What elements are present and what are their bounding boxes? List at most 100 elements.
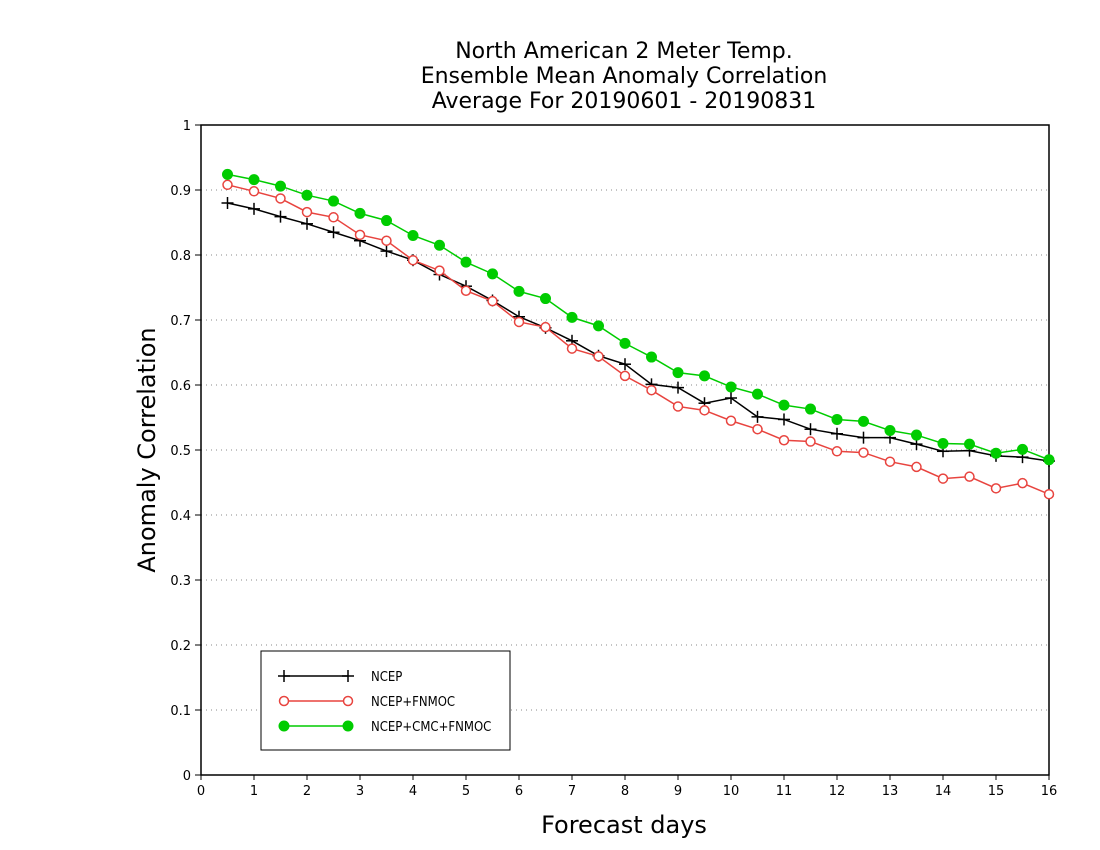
x-tick-label: 2 (303, 784, 311, 799)
data-point (858, 447, 869, 458)
data-point (725, 381, 737, 393)
data-point (275, 193, 286, 204)
grid (201, 189, 1049, 711)
data-point (911, 461, 922, 473)
data-point (672, 401, 684, 412)
x-tick-label: 7 (568, 784, 576, 799)
y-axis-label: Anomaly Correlation (133, 327, 161, 572)
data-point (248, 186, 260, 197)
legend-marker (342, 670, 354, 682)
data-point (301, 189, 313, 201)
x-tick-label: 4 (409, 784, 417, 799)
series-ncep-cmc-fnmoc (222, 168, 1055, 466)
y-tick-label: 1 (183, 119, 191, 134)
data-point (566, 343, 578, 354)
legend-marker (342, 695, 354, 707)
data-point (937, 438, 949, 449)
data-point (778, 413, 790, 426)
data-point (487, 268, 498, 280)
data-point (380, 245, 393, 258)
data-point (274, 210, 287, 223)
data-point (434, 239, 445, 251)
data-point (619, 337, 631, 349)
x-tick-label: 6 (515, 784, 523, 799)
data-point (407, 230, 419, 241)
data-point (858, 415, 869, 427)
data-point (540, 293, 551, 305)
data-point (540, 321, 551, 333)
y-tick-label: 0.1 (170, 704, 191, 719)
data-point (1017, 477, 1028, 489)
data-point (646, 351, 657, 363)
x-tick-label: 14 (935, 784, 952, 799)
x-tick-label: 1 (250, 784, 258, 799)
series-ncep-fnmoc (222, 179, 1055, 500)
title-line-3: Average For 20190601 - 20190831 (432, 89, 817, 114)
data-point (381, 215, 392, 227)
data-point (646, 384, 657, 396)
data-point (619, 358, 631, 371)
data-point (778, 399, 790, 411)
data-point (301, 217, 313, 230)
legend-label: NCEP+FNMOC (371, 695, 455, 710)
data-point (1043, 454, 1055, 466)
x-tick-label: 10 (723, 784, 740, 799)
title-line-1: North American 2 Meter Temp. (455, 39, 793, 64)
data-point (248, 174, 260, 186)
series-layer (221, 168, 1055, 500)
series-line (227, 184, 1050, 495)
legend-label: NCEP (371, 670, 402, 685)
data-point (699, 405, 710, 416)
y-axis: 0 0.1 0.2 0.3 0.4 0.5 0.6 0.7 0.8 0.9 1 (170, 119, 201, 784)
data-point (831, 427, 843, 440)
y-tick-label: 0.6 (170, 379, 191, 394)
y-tick-label: 0.8 (170, 249, 191, 264)
legend-label: NCEP+CMC+FNMOC (371, 720, 491, 735)
data-point (990, 483, 1002, 494)
legend-marker (278, 695, 290, 707)
data-point (301, 206, 313, 218)
chart-title: North American 2 Meter Temp. Ensemble Me… (421, 39, 828, 114)
data-point (911, 429, 922, 441)
data-point (725, 392, 737, 404)
x-tick-label: 5 (462, 784, 470, 799)
y-tick-label: 0.3 (170, 574, 191, 589)
y-tick-label: 0 (183, 769, 191, 784)
x-axis: 0 1 2 3 4 5 6 7 8 9 10 11 12 13 14 15 16 (197, 775, 1057, 799)
data-point (937, 473, 949, 484)
data-point (513, 285, 525, 297)
data-point (222, 168, 233, 180)
data-point (460, 256, 472, 268)
data-point (619, 370, 631, 382)
x-tick-label: 3 (356, 784, 364, 799)
data-point (221, 197, 234, 209)
data-point (752, 423, 763, 435)
data-point (990, 447, 1002, 459)
legend-item: NCEP (278, 670, 402, 685)
data-point (407, 254, 419, 266)
x-tick-label: 11 (776, 784, 793, 799)
legend-marker (278, 720, 290, 732)
series-line (227, 173, 1050, 461)
data-point (672, 367, 684, 379)
data-point (804, 423, 817, 436)
y-tick-label: 0.7 (170, 314, 191, 329)
data-point (593, 351, 604, 362)
data-point (460, 285, 472, 296)
data-point (805, 403, 816, 415)
y-tick-label: 0.9 (170, 184, 191, 199)
data-point (805, 436, 816, 447)
data-point (699, 370, 710, 382)
data-point (778, 435, 790, 446)
x-tick-label: 13 (882, 784, 899, 799)
data-point (1043, 488, 1055, 500)
legend-marker (278, 670, 290, 682)
data-point (725, 415, 737, 426)
data-point (1017, 443, 1028, 455)
y-tick-label: 0.4 (170, 509, 191, 524)
x-tick-label: 12 (829, 784, 846, 799)
data-point (327, 226, 340, 239)
legend-item: NCEP+CMC+FNMOC (278, 720, 491, 735)
data-point (381, 235, 392, 246)
